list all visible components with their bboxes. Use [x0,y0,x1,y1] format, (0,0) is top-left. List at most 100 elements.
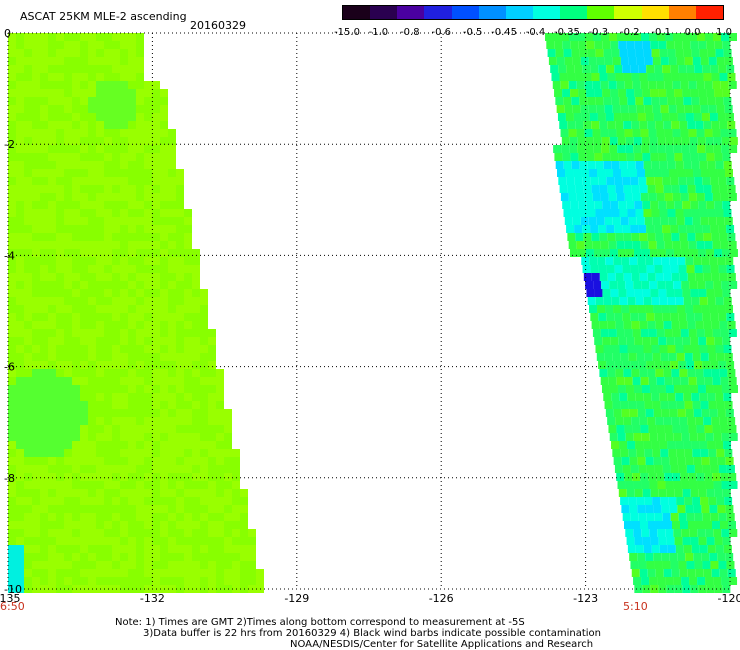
data-cell [184,521,192,529]
data-cell [200,561,208,569]
data-cell [668,353,677,361]
data-cell [96,97,104,105]
data-cell [657,577,666,585]
data-cell [152,233,160,241]
data-cell [160,529,168,537]
data-cell [88,489,96,497]
data-cell [152,561,160,569]
data-cell [32,329,40,337]
data-cell [56,457,64,465]
data-cell [598,65,607,73]
data-cell [649,433,658,441]
data-cell [136,393,144,401]
data-cell [586,153,595,161]
data-cell [144,425,152,433]
data-cell [683,97,692,105]
data-cell [717,169,726,177]
data-cell [597,169,606,177]
data-cell [672,329,681,337]
data-cell [176,521,184,529]
data-cell [24,97,32,105]
data-cell [96,81,104,89]
data-cell [216,401,224,409]
data-cell [88,153,96,161]
data-cell [152,105,160,113]
data-cell [590,265,599,273]
data-cell [670,177,679,185]
data-cell [663,521,672,529]
data-cell [64,561,72,569]
data-cell [641,33,649,41]
data-cell [72,417,80,425]
data-cell [667,393,676,401]
data-cell [687,521,696,529]
data-cell [648,377,657,385]
data-cell [64,505,72,513]
data-cell [32,561,40,569]
data-cell [72,57,80,65]
data-cell [64,89,72,97]
data-cell [32,241,40,249]
data-cell [80,177,88,185]
data-cell [16,249,24,257]
data-cell [136,209,144,217]
data-cell [128,129,136,137]
data-cell [112,289,120,297]
data-cell [682,41,691,49]
data-cell [663,321,672,329]
data-cell [208,401,216,409]
data-cell [48,521,56,529]
data-cell [627,545,636,553]
data-cell [96,273,104,281]
data-cell [653,505,662,513]
data-cell [612,217,621,225]
data-cell [120,89,128,97]
data-cell [622,265,631,273]
data-cell [642,337,651,345]
data-cell [56,577,64,585]
data-cell [637,553,646,561]
data-cell [184,513,192,521]
data-cell [721,281,730,289]
data-cell [80,49,88,57]
data-cell [612,105,621,113]
data-cell [176,305,184,313]
data-cell [224,425,232,433]
data-cell [176,393,184,401]
data-cell [104,449,112,457]
data-cell [136,465,144,473]
data-cell [56,465,64,473]
data-cell [40,417,48,425]
data-cell [583,185,592,193]
data-cell [160,465,168,473]
data-cell [681,145,690,153]
data-cell [176,377,184,385]
data-cell [96,385,104,393]
data-cell [634,537,643,545]
data-cell [693,169,702,177]
data-cell [80,161,88,169]
data-cell [120,561,128,569]
data-cell [682,537,691,545]
data-cell [725,505,734,513]
data-cell [200,489,208,497]
data-cell [32,153,40,161]
data-cell [626,201,635,209]
data-cell [72,217,80,225]
data-cell [80,553,88,561]
data-cell [32,337,40,345]
data-cell [722,489,731,497]
data-cell [208,537,216,545]
data-cell [691,345,700,353]
data-cell [684,449,693,457]
data-cell [168,561,176,569]
data-cell [184,457,192,465]
data-cell [160,457,168,465]
data-cell [128,465,136,473]
data-cell [640,129,649,137]
data-cell [16,481,24,489]
data-cell [176,177,184,185]
data-cell [96,553,104,561]
data-cell [635,345,644,353]
data-cell [128,217,136,225]
